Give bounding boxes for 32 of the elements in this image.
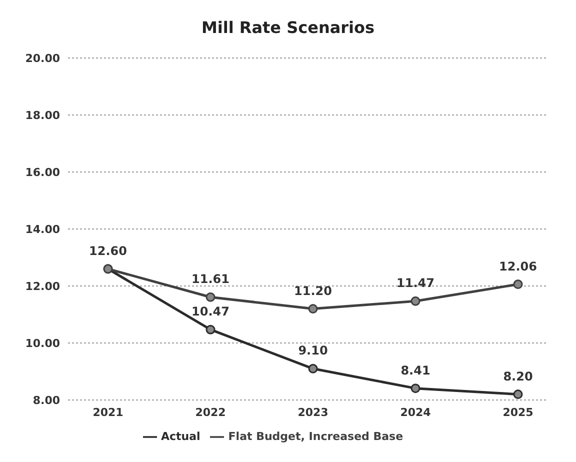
x-tick-label: 2022: [195, 406, 226, 419]
data-label: 10.47: [192, 304, 230, 319]
data-label: 9.10: [298, 344, 328, 358]
point: [513, 280, 523, 290]
legend-label: Flat Budget, Increased Base: [228, 430, 404, 444]
point: [206, 292, 216, 302]
data-label: 11.47: [396, 276, 434, 290]
y-tick-label: 18.00: [25, 108, 60, 122]
point: [206, 324, 216, 334]
y-tick-label: 16.00: [25, 166, 60, 179]
data-label: 12.06: [499, 259, 537, 274]
point: [308, 364, 318, 374]
data-label: 8.41: [400, 363, 430, 378]
data-label: 11.61: [192, 272, 230, 286]
point: [410, 384, 420, 394]
y-tick-label: 20.00: [25, 52, 60, 65]
y-tick-label: 8.00: [32, 394, 60, 407]
point: [308, 304, 318, 314]
y-tick-label: 14.00: [25, 222, 60, 236]
chart-title: Mill Rate Scenarios: [200, 17, 376, 39]
point: [410, 296, 420, 306]
data-label: 8.20: [503, 369, 533, 384]
data-label: 11.20: [294, 284, 332, 298]
x-tick-label: 2021: [92, 406, 124, 419]
data-label: 12.60: [89, 244, 127, 258]
point: [513, 390, 523, 400]
legend-label: Actual: [160, 430, 200, 444]
x-tick-label: 2024: [400, 406, 432, 419]
x-tick-label: 2023: [298, 406, 328, 419]
y-tick-label: 10.00: [25, 336, 60, 350]
y-tick-label: 12.00: [25, 280, 60, 293]
x-tick-label: 2025: [502, 406, 534, 419]
